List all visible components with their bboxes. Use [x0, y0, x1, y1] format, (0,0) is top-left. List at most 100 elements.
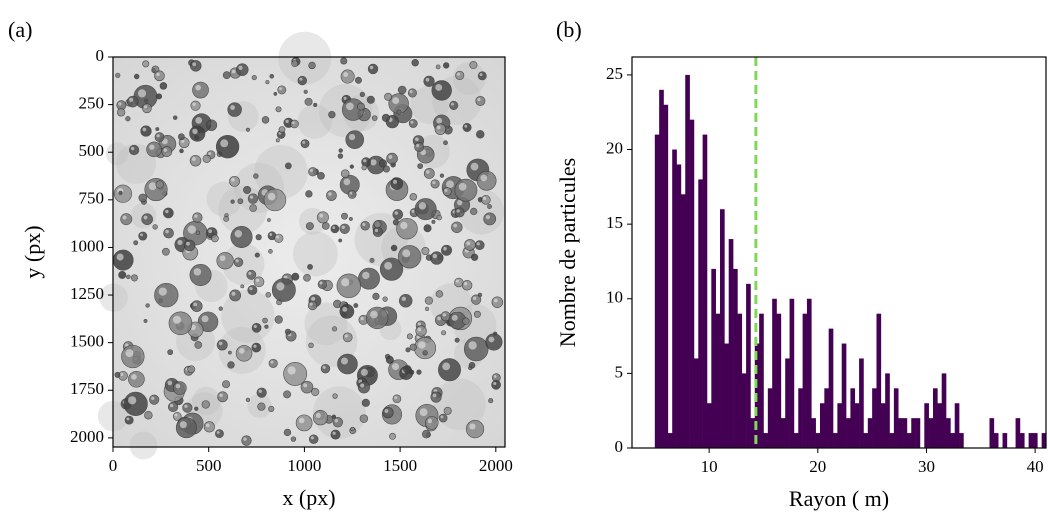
y-tick-label: 10 — [606, 288, 623, 307]
bar — [815, 433, 821, 448]
panel-label: (b) — [556, 17, 582, 42]
particle-highlight — [476, 242, 480, 246]
particle — [431, 80, 452, 101]
particle — [290, 436, 297, 442]
particle-highlight — [443, 246, 447, 251]
particle-highlight — [392, 97, 400, 105]
particle — [303, 274, 311, 282]
particle — [261, 116, 270, 124]
particle — [237, 198, 244, 205]
bar — [798, 388, 803, 448]
particle-highlight — [137, 89, 147, 98]
particle-highlight — [343, 96, 347, 100]
x-tick-label: 40 — [1027, 457, 1044, 476]
particle — [175, 417, 197, 439]
blur-spot — [221, 289, 275, 343]
particle — [152, 224, 158, 230]
particle — [144, 411, 153, 420]
particle — [462, 317, 470, 325]
particle-highlight — [205, 423, 210, 428]
bar — [728, 239, 734, 448]
particle-highlight — [192, 62, 197, 67]
particle-highlight — [341, 278, 350, 287]
particle-highlight — [235, 259, 239, 263]
particle — [167, 401, 179, 413]
particle — [308, 167, 318, 177]
particle-highlight — [402, 249, 411, 258]
particle-highlight — [315, 412, 321, 419]
bar — [724, 343, 730, 448]
y-tick-label: 1750 — [70, 379, 104, 398]
bar — [654, 134, 660, 448]
x-tick-label: 20 — [809, 457, 826, 476]
bar — [1032, 433, 1038, 448]
particle — [179, 148, 184, 154]
particle — [361, 164, 367, 171]
particle-highlight — [191, 157, 196, 161]
particle-highlight — [165, 229, 169, 234]
particle — [172, 381, 187, 395]
particle — [345, 130, 365, 149]
particle — [424, 306, 430, 312]
blur-spot — [278, 31, 332, 85]
particle — [347, 190, 357, 199]
bar — [785, 358, 790, 448]
particle — [249, 204, 257, 212]
particle-highlight — [362, 271, 370, 280]
particle — [120, 213, 133, 226]
particle — [338, 238, 343, 243]
particle — [331, 414, 337, 419]
particle — [245, 397, 251, 402]
particle — [203, 421, 215, 433]
particle — [423, 224, 432, 233]
particle-highlight — [130, 146, 135, 151]
bar — [854, 403, 860, 448]
bar — [1019, 433, 1025, 448]
particle — [245, 127, 250, 132]
particle-highlight — [384, 261, 393, 270]
particle — [124, 415, 134, 425]
particle — [227, 102, 242, 117]
particle — [262, 317, 268, 324]
particle-highlight — [344, 334, 348, 338]
particle — [332, 393, 338, 399]
x-tick-label: 1500 — [383, 456, 417, 475]
y-axis-label: Nombre de particules — [555, 158, 580, 347]
particle — [274, 233, 284, 243]
particle-highlight — [457, 199, 463, 206]
particle — [382, 296, 388, 302]
blur-spot — [254, 145, 308, 199]
particle — [384, 92, 393, 101]
particle-highlight — [255, 278, 260, 283]
particle — [265, 292, 272, 298]
particle — [474, 240, 485, 251]
particle-highlight — [172, 315, 182, 324]
particle — [372, 292, 380, 300]
bar — [706, 403, 712, 448]
particle-highlight — [453, 223, 458, 228]
particle — [470, 207, 478, 216]
y-tick-label: 0 — [615, 437, 624, 456]
particle — [417, 163, 424, 169]
particle — [223, 216, 230, 222]
particle-highlight — [394, 211, 399, 215]
particle — [359, 91, 365, 98]
particle — [483, 212, 497, 226]
particle — [126, 95, 139, 108]
particle-highlight — [275, 235, 279, 239]
particle-highlight — [392, 363, 399, 371]
particle — [154, 132, 165, 143]
y-tick-label: 1250 — [70, 284, 104, 303]
particle — [330, 224, 340, 234]
particle-highlight — [469, 423, 476, 430]
bar — [993, 433, 999, 448]
particle-highlight — [249, 287, 253, 291]
bar — [746, 283, 751, 448]
particle — [264, 324, 269, 329]
particle — [154, 70, 165, 82]
particle — [481, 195, 491, 205]
particle-highlight — [158, 287, 167, 296]
particle — [275, 138, 280, 143]
particle — [263, 188, 287, 212]
particle-highlight — [122, 215, 127, 220]
